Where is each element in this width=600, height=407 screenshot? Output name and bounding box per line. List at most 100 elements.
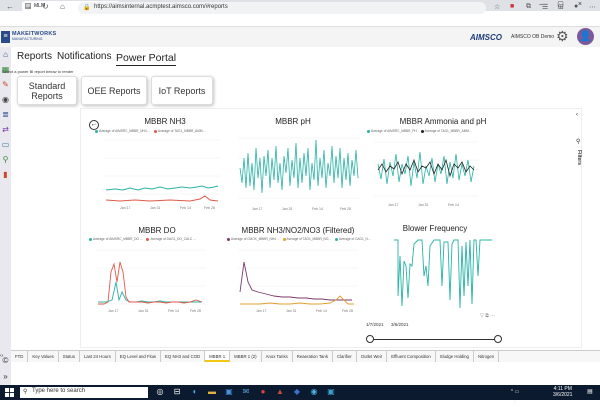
tick-label: Jan 17 bbox=[120, 206, 131, 210]
favorite-star-icon[interactable]: ☆ bbox=[494, 4, 501, 11]
series-line bbox=[98, 281, 202, 303]
series-line bbox=[394, 239, 492, 309]
address-bar[interactable]: 🔒 https://aimsinternal.acmptest.aimsco.c… bbox=[78, 2, 486, 14]
expand-rail-icon[interactable]: » bbox=[3, 372, 8, 381]
iot-reports-button[interactable]: IoT Reports bbox=[151, 76, 213, 105]
chart-mbbr-nh3[interactable]: Jan 17 Jan 31 Feb 14 Feb 28 bbox=[90, 134, 224, 212]
page-tab[interactable]: Key Values bbox=[28, 351, 59, 362]
page-tab[interactable]: Reaeration Tank bbox=[293, 351, 333, 362]
back-icon[interactable]: ← bbox=[6, 2, 14, 11]
collections-icon[interactable]: ⊞ bbox=[558, 4, 564, 11]
store-icon[interactable]: ▣ bbox=[225, 387, 233, 396]
app-icon[interactable]: ▣ bbox=[327, 387, 335, 396]
chrome-icon[interactable]: ● bbox=[260, 387, 266, 396]
home-nav-icon[interactable]: ⌂ bbox=[3, 50, 8, 59]
taskbar-search[interactable]: ⚲ Type here to search bbox=[20, 387, 148, 398]
edge-icon[interactable]: ◐ bbox=[192, 387, 198, 396]
tab-actions-icon[interactable]: ⧉ bbox=[526, 3, 531, 10]
page-tab[interactable]: FTD bbox=[11, 351, 29, 362]
nav-notifications[interactable]: Notifications bbox=[57, 51, 112, 62]
page-tab[interactable]: EQ NH3 and COD bbox=[161, 351, 206, 362]
page-tab-active[interactable]: MBBR 1 bbox=[205, 351, 231, 362]
series-line bbox=[239, 139, 359, 194]
menu-icon[interactable]: ≡ bbox=[1, 31, 10, 43]
page-nav-arrows[interactable]: ‹› bbox=[0, 353, 4, 359]
chart-blower-frequency[interactable] bbox=[392, 236, 496, 310]
more-icon[interactable]: ⋯ bbox=[589, 4, 596, 11]
filters-pane[interactable]: ‹ ⚲ Filters bbox=[576, 112, 582, 166]
series-line bbox=[377, 158, 475, 178]
series-line bbox=[105, 195, 219, 202]
nav-power-portal[interactable]: Power Portal bbox=[116, 52, 177, 66]
system-tray-icons[interactable]: ^ ▭ ♪ bbox=[510, 389, 520, 405]
search-icon: ⚲ bbox=[23, 389, 28, 395]
database-icon[interactable]: ◉ bbox=[2, 95, 9, 104]
home-icon[interactable]: ⌂ bbox=[60, 2, 65, 11]
list-icon[interactable]: ≣ bbox=[2, 110, 9, 119]
chart-mbbr-ph[interactable]: Jan 17 Jan 31 Feb 14 Feb 28 bbox=[230, 128, 364, 212]
visual-options-icon[interactable]: ▽ ⧉ ⋯ bbox=[480, 313, 496, 319]
tick-label: Feb 14 bbox=[316, 309, 327, 313]
windows-taskbar bbox=[0, 385, 600, 400]
chart-mbbr-nh3-no2-no3[interactable]: Jan 17 Jan 31 Feb 14 Feb 28 bbox=[226, 242, 364, 316]
chart-nav-icon[interactable]: ▮ bbox=[3, 170, 8, 179]
extension-icon[interactable]: ■ bbox=[510, 3, 515, 10]
lock-icon: 🔒 bbox=[83, 5, 91, 11]
app-icon[interactable]: ▲ bbox=[276, 387, 284, 396]
chart-title-mbbr-nh3: MBBR NH3 bbox=[144, 117, 186, 126]
profile-icon[interactable]: ● bbox=[574, 3, 579, 10]
filter-icon: ⚲ bbox=[576, 139, 581, 145]
tick-label: Jan 31 bbox=[418, 203, 429, 207]
search-nav-icon[interactable]: ⚲ bbox=[2, 155, 9, 164]
favorites-icon[interactable]: ☰ bbox=[542, 4, 549, 11]
nav-reports[interactable]: Reports bbox=[17, 51, 53, 62]
oee-reports-button[interactable]: OEE Reports bbox=[81, 76, 147, 105]
page-tab[interactable]: Sludge Holding bbox=[436, 351, 474, 362]
notifications-icon[interactable]: ▤ bbox=[587, 389, 593, 395]
app-icon[interactable]: ◉ bbox=[310, 387, 318, 396]
date-range-slider[interactable]: 1/7/2021 3/6/2021 bbox=[366, 322, 502, 343]
page-tab[interactable]: Last 24 Hours bbox=[80, 351, 116, 362]
page-tab[interactable]: Status bbox=[59, 351, 80, 362]
page-tab[interactable]: MBBR 1 (2) bbox=[230, 351, 262, 362]
tick-label: Jan 17 bbox=[252, 207, 263, 211]
tick-label: Feb 14 bbox=[312, 207, 323, 211]
task-view-icon[interactable]: ◎ bbox=[156, 387, 164, 396]
slider-track bbox=[370, 339, 498, 340]
page-tab[interactable]: Clarifier bbox=[333, 351, 357, 362]
calendar-icon[interactable]: ▦ bbox=[1, 65, 10, 74]
tick-label: Feb 14 bbox=[168, 309, 179, 313]
browser-toolbar bbox=[0, 11, 600, 27]
transfer-icon[interactable]: ⇄ bbox=[2, 125, 9, 134]
avatar[interactable]: 👤 bbox=[577, 28, 594, 45]
task-switch-icon[interactable]: ⊟ bbox=[173, 387, 181, 396]
slider-end-handle[interactable] bbox=[494, 335, 502, 343]
window-controls[interactable]: –▢× bbox=[539, 1, 596, 8]
page-tab[interactable]: Outlet Weir bbox=[357, 351, 388, 362]
collapse-filters-icon[interactable]: ‹ bbox=[576, 112, 578, 118]
mail-icon[interactable]: ✉ bbox=[242, 387, 250, 396]
tick-label: Feb 14 bbox=[448, 203, 459, 207]
page-tab[interactable]: EQ Level and Flow bbox=[116, 351, 162, 362]
refresh-icon[interactable]: ↻ bbox=[42, 2, 49, 11]
monitor-icon[interactable]: ▭ bbox=[1, 140, 10, 149]
taskbar-clock[interactable]: 4:11 PM 3/6/2021 bbox=[553, 386, 573, 398]
page-tab[interactable]: Anox Tanks bbox=[262, 351, 293, 362]
chart-mbbr-do[interactable]: Jan 17 Jan 31 Feb 14 Feb 28 bbox=[86, 242, 216, 316]
gear-icon[interactable]: ⚙ bbox=[556, 28, 569, 44]
chart-title-mbbr-do: MBBR DO bbox=[138, 226, 176, 235]
file-explorer-icon[interactable]: ▬ bbox=[208, 387, 216, 396]
standard-reports-button[interactable]: Standard Reports bbox=[17, 76, 77, 105]
wrench-icon[interactable]: ✎ bbox=[2, 80, 9, 89]
windows-start-icon[interactable] bbox=[5, 388, 14, 397]
app-icon[interactable]: ◆ bbox=[293, 387, 301, 396]
chart-title-mbbr-ammonia-ph: MBBR Ammonia and pH bbox=[399, 117, 487, 126]
page-tab[interactable]: Effluent Composition bbox=[387, 351, 436, 362]
back-button-icon[interactable]: ← bbox=[89, 120, 99, 130]
tick-label: Jan 31 bbox=[138, 309, 149, 313]
chart-mbbr-ammonia-ph[interactable]: Jan 17 Jan 31 Feb 14 bbox=[366, 134, 486, 210]
forward-icon[interactable]: → bbox=[24, 2, 32, 11]
slider-start-handle[interactable] bbox=[366, 335, 374, 343]
page-tab[interactable]: Nitrogen bbox=[474, 351, 500, 362]
makeitworks-logo: MAKEITWORKS MANUFACTURING bbox=[12, 31, 57, 41]
